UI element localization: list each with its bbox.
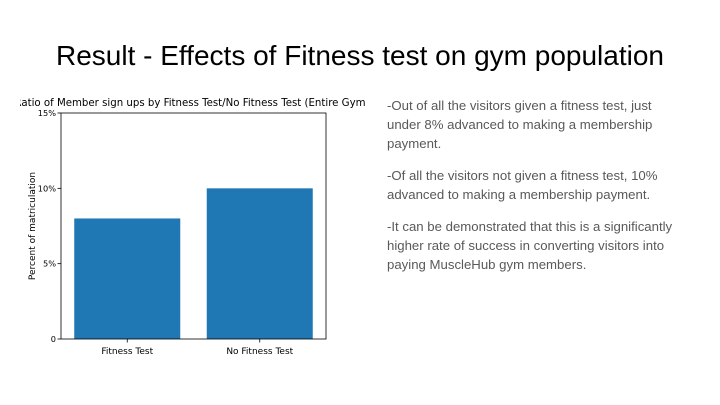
slide-title: Result - Effects of Fitness test on gym … <box>55 40 664 71</box>
y-tick-label-3: 15% <box>38 108 56 118</box>
finding-conclusion: -It can be demonstrated that this is a s… <box>387 219 673 272</box>
chart-svg: Ratio of Member sign ups by Fitness Test… <box>20 98 365 357</box>
bar-1 <box>206 188 313 339</box>
y-tick-label-0: 0 <box>51 334 56 344</box>
x-tick-label-0: Fitness Test <box>101 347 153 357</box>
y-tick-label-2: 10% <box>38 183 56 193</box>
bar-chart: Ratio of Member sign ups by Fitness Test… <box>20 92 365 362</box>
chart-y-axis-label: Percent of matriculation <box>28 172 38 280</box>
finding-fitness-test: -Out of all the visitors given a fitness… <box>387 98 653 151</box>
findings-text: -Out of all the visitors given a fitness… <box>387 96 687 287</box>
chart-title: Ratio of Member sign ups by Fitness Test… <box>20 98 365 109</box>
finding-no-fitness-test: -Of all the visitors not given a fitness… <box>387 168 658 202</box>
bar-0 <box>74 218 181 339</box>
x-tick-label-1: No Fitness Test <box>226 347 293 357</box>
y-tick-label-1: 5% <box>43 259 56 269</box>
plot-frame <box>60 112 327 340</box>
